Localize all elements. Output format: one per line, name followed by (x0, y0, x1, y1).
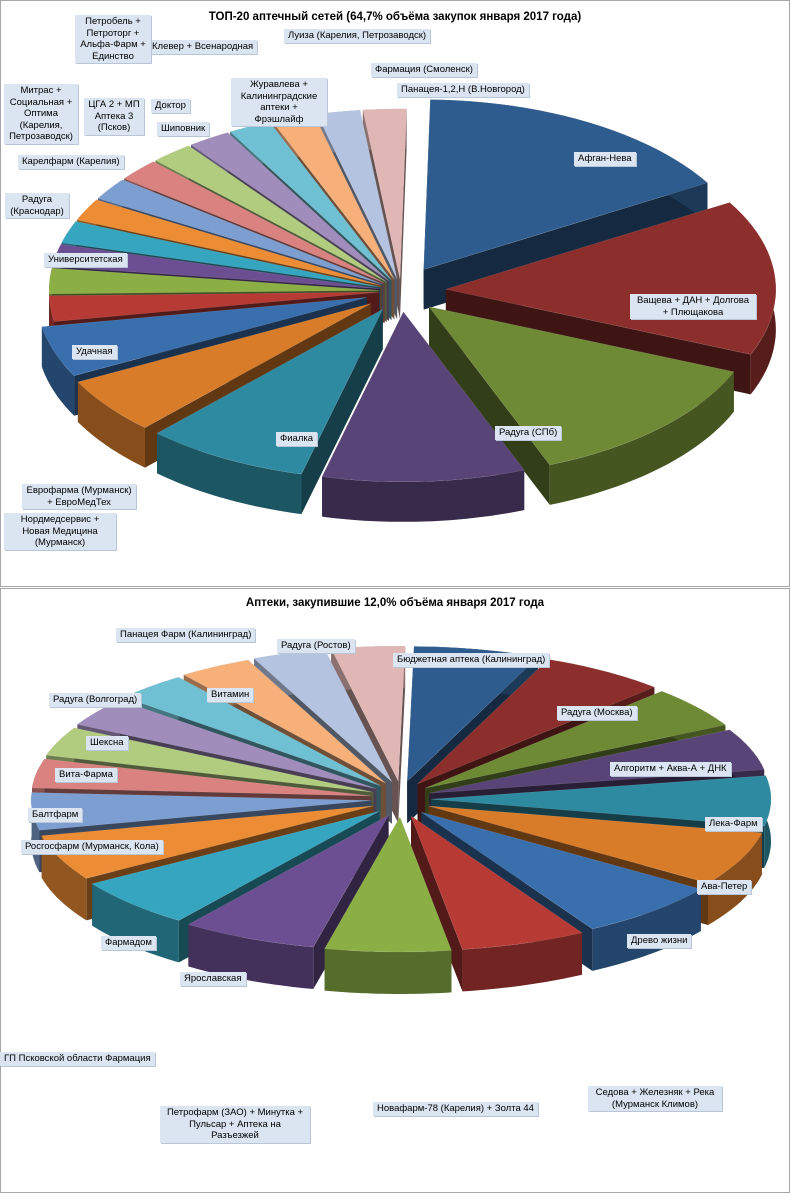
slice-label: Радуга (Волгоград) (49, 693, 142, 707)
slice-label: Древо жизни (627, 934, 692, 948)
slice-label: Журавлева + Калининградские аптеки + Фрэ… (231, 78, 327, 126)
slice-label: Шексна (86, 736, 128, 750)
slice-label: Бюджетная аптека (Калининград) (393, 653, 550, 667)
pie-slice (324, 816, 452, 994)
slice-label: Луиза (Карелия, Петрозаводск) (284, 29, 431, 43)
slice-label: Лека-Фарм (705, 817, 762, 831)
slice-label: Радуга (Краснодар) (5, 193, 69, 218)
chart-title: Аптеки, закупившие 12,0% объёма января 2… (245, 597, 545, 609)
slice-label: Ярославская (180, 972, 246, 986)
slice-label: Клевер + Всенародная (148, 40, 258, 54)
slice-label: Росгосфарм (Мурманск, Кола) (21, 840, 163, 854)
slice-label: Алгоритм + Аква-А + ДНК (610, 762, 731, 776)
pie-chart-12pct (30, 645, 772, 994)
slice-label: Петробель + Петроторг + Альфа-Фарм + Еди… (75, 15, 151, 63)
chart-title: ТОП-20 аптечный сетей (64,7% объёма заку… (208, 11, 582, 23)
slice-label: Балтфарм (28, 808, 83, 822)
slice-label: Петрофарм (ЗАО) + Минутка + Пульсар + Ап… (160, 1106, 310, 1143)
slice-label: Новафарм-78 (Карелия) + Золта 44 (373, 1102, 538, 1116)
slice-label: Витамин (207, 688, 254, 702)
slice-label: Панацея-1,2,Н (В.Новгород) (397, 83, 529, 97)
slice-label: Шиповник (157, 122, 210, 136)
slice-label: Карелфарм (Карелия) (18, 155, 124, 169)
pie-slice (428, 306, 735, 505)
slice-label: Фармация (Смоленск) (371, 63, 477, 77)
chart-12pct: Аптеки, закупившие 12,0% объёма января 2… (0, 588, 790, 1193)
slice-label: Афган-Нева (574, 152, 636, 166)
slice-label: Радуга (Москва) (557, 706, 637, 720)
slice-label: Фиалка (276, 432, 318, 446)
slice-label: Седова + Железняк + Река (Мурманск Климо… (588, 1086, 722, 1111)
slice-label: Панацея Фарм (Калининград) (116, 628, 256, 642)
pie-chart-top20 (41, 99, 777, 522)
slice-label: Университетская (44, 253, 127, 267)
slice-label: Удачная (72, 345, 117, 359)
slice-label: Доктор (151, 99, 190, 113)
slice-label: Радуга (Ростов) (277, 639, 355, 653)
chart-top20: ТОП-20 аптечный сетей (64,7% объёма заку… (0, 0, 790, 587)
slice-label: ГП Псковской области Фармация (0, 1052, 155, 1066)
slice-label: Еврофарма (Мурманск) + ЕвроМедТех (22, 484, 136, 509)
slice-label: Ващева + ДАН + Долгова + Плющакова (630, 294, 756, 319)
slice-label: Митрас + Социальная + Оптима (Карелия, П… (4, 84, 78, 144)
slice-label: Ава-Петер (697, 880, 752, 894)
pie-slice (156, 308, 384, 515)
slice-label: Вита-Фарма (55, 768, 117, 782)
slice-label: Фармадом (101, 936, 156, 950)
pie-slice (321, 311, 525, 522)
slice-label: ЦГА 2 + МП Аптека 3 (Псков) (84, 98, 144, 135)
slice-label: Радуга (СПб) (495, 426, 562, 440)
slice-label: Нордмедсервис + Новая Медицина (Мурманск… (4, 513, 116, 550)
